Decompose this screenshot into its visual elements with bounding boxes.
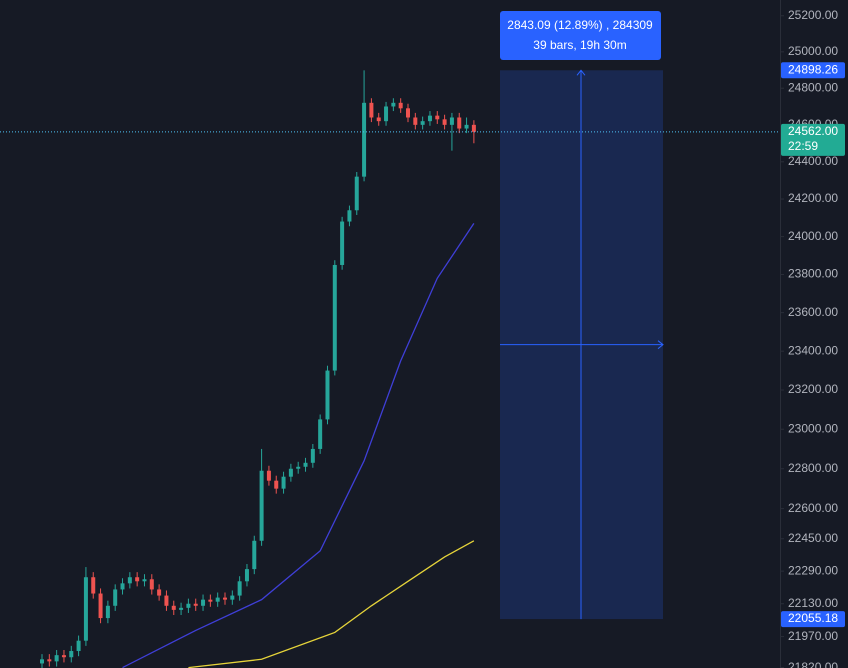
price-tag-label: 24562.00: [788, 124, 838, 138]
candle-body: [457, 117, 462, 129]
candle-body: [47, 659, 52, 662]
candle-body: [186, 603, 191, 608]
candle-body: [179, 607, 184, 610]
candle-body: [91, 577, 96, 594]
candle-body: [40, 659, 44, 664]
y-tick-label: 24800.00: [788, 80, 838, 94]
y-tick-label: 25000.00: [788, 44, 838, 58]
y-tick-label: 22800.00: [788, 461, 838, 475]
candle-body: [442, 119, 447, 125]
y-tick-label: 21970.00: [788, 629, 838, 643]
candle-body: [296, 466, 301, 469]
candle-body: [113, 589, 118, 606]
candle-body: [427, 115, 432, 122]
candle-body: [471, 124, 476, 132]
candle-body: [266, 470, 271, 481]
candle-body: [406, 108, 410, 118]
y-tick-label: 23800.00: [788, 267, 838, 281]
price-tag: [781, 611, 845, 628]
candle-body: [157, 589, 162, 596]
candle-body: [135, 577, 140, 582]
candle-body: [120, 583, 125, 590]
y-tick-label: 22290.00: [788, 563, 838, 577]
candle-body: [420, 121, 425, 125]
candle-body: [413, 117, 418, 125]
candle-body: [208, 599, 213, 602]
measure-text: 2843.09 (12.89%) , 284309: [507, 18, 653, 32]
candle-body: [281, 476, 286, 489]
candle-body: [464, 124, 469, 129]
candle-body: [310, 448, 315, 463]
candle-body: [215, 597, 220, 602]
candle-body: [149, 579, 154, 590]
y-tick-label: 24400.00: [788, 154, 838, 168]
y-tick-label: 23000.00: [788, 421, 838, 435]
candle-body: [61, 655, 66, 658]
arrow-head: [657, 340, 664, 350]
y-tick-label: 23200.00: [788, 382, 838, 396]
candle-body: [76, 640, 81, 652]
price-tag: [781, 62, 845, 79]
candle-body: [384, 106, 389, 122]
indicator-line: [188, 540, 475, 668]
y-tick-label: 24200.00: [788, 191, 838, 205]
y-tick-label: 22450.00: [788, 531, 838, 545]
y-tick-label: 25200.00: [788, 8, 838, 22]
candle-body: [391, 102, 396, 107]
candle-body: [332, 264, 337, 371]
candle-body: [318, 419, 323, 449]
candle-body: [171, 605, 176, 610]
candle-body: [288, 468, 293, 477]
candle-body: [259, 470, 264, 541]
measure-text: 39 bars, 19h 30m: [533, 38, 626, 52]
indicator-line: [122, 223, 475, 668]
candle-body: [83, 577, 88, 641]
candle-body: [325, 370, 330, 420]
candle-body: [230, 595, 235, 600]
candle-body: [347, 210, 352, 222]
y-tick-label: 23600.00: [788, 305, 838, 319]
candle-body: [340, 221, 345, 265]
candle-body: [201, 599, 206, 606]
candle-body: [223, 597, 227, 600]
arrow-head: [576, 69, 586, 76]
candle-body: [164, 595, 169, 606]
candle-body: [274, 480, 279, 489]
candle-body: [449, 117, 454, 125]
price-tag-label: 22055.18: [788, 611, 838, 625]
candle-body: [435, 115, 440, 120]
candle-body: [98, 593, 103, 619]
candle-body: [398, 102, 403, 109]
candle-body: [69, 651, 74, 658]
measure-tooltip: [500, 11, 661, 60]
y-tick-label: 22130.00: [788, 596, 838, 610]
y-tick-label: 23400.00: [788, 343, 838, 357]
candle-body: [362, 102, 367, 177]
y-tick-label: 24000.00: [788, 229, 838, 243]
candle-body: [252, 540, 257, 570]
candle-body: [127, 577, 132, 584]
candle-body: [303, 462, 308, 467]
price-tag: [781, 123, 845, 156]
price-tag-label: 24898.26: [788, 62, 838, 76]
candle-body: [237, 581, 242, 596]
candle-body: [142, 579, 147, 582]
candle-body: [369, 102, 374, 118]
candle-body: [376, 117, 381, 122]
candle-body: [54, 655, 59, 662]
candle-body: [354, 176, 359, 211]
candle-body: [244, 569, 249, 582]
candle-body: [105, 605, 110, 619]
y-tick-label: 21820.00: [788, 660, 838, 668]
y-tick-label: 22600.00: [788, 501, 838, 515]
candle-body: [193, 603, 198, 606]
price-tag-time: 22:59: [788, 139, 818, 153]
